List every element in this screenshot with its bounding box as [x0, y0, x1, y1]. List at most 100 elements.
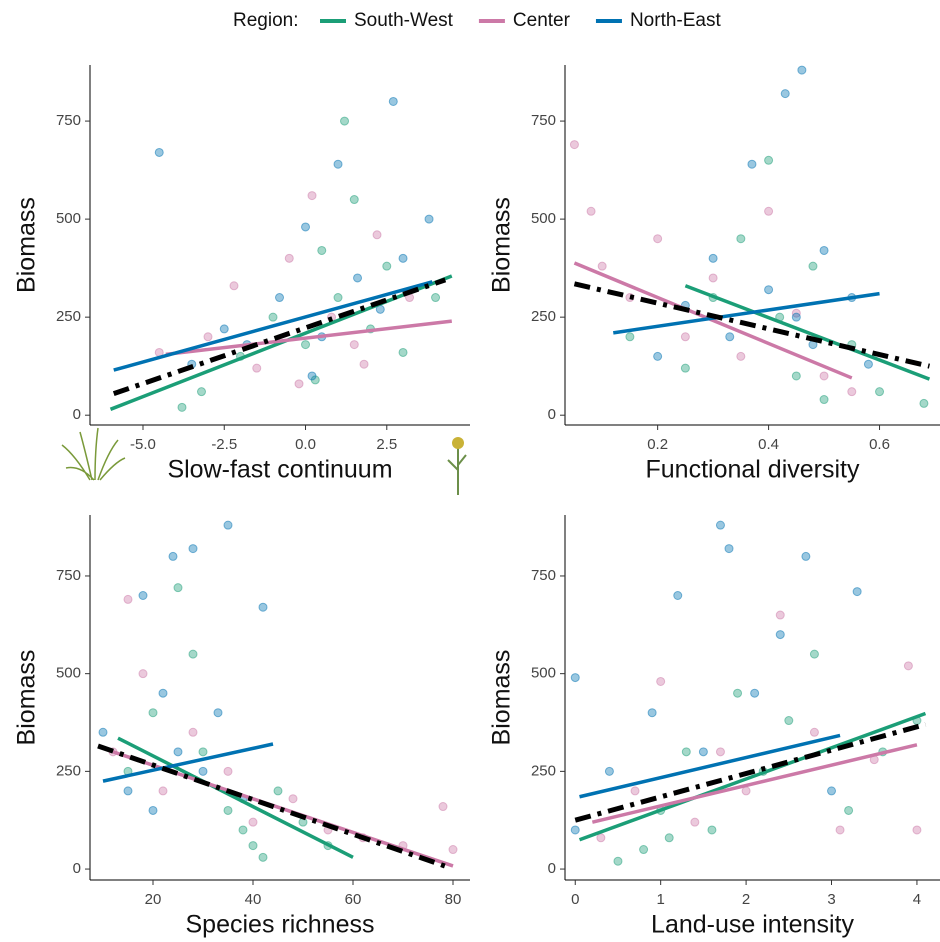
point — [223, 520, 233, 530]
point — [653, 234, 663, 244]
point — [301, 340, 311, 350]
point — [596, 833, 606, 843]
legend-label: Center — [513, 10, 571, 31]
point — [448, 845, 458, 855]
point — [852, 587, 862, 597]
overall-fit-line — [112, 277, 447, 396]
point — [919, 398, 929, 408]
point — [353, 273, 363, 283]
y-tick-label: 750 — [56, 112, 81, 129]
point — [764, 206, 774, 216]
point — [158, 786, 168, 796]
point — [912, 825, 922, 835]
point — [819, 395, 829, 405]
y-axis-label: Biomass — [488, 650, 516, 746]
point — [750, 688, 760, 698]
point — [359, 359, 369, 369]
point — [625, 332, 635, 342]
legend-label: North-East — [630, 10, 722, 31]
point — [138, 591, 148, 601]
y-tick-label: 750 — [531, 112, 556, 129]
x-tick-label: 0.0 — [295, 436, 316, 453]
x-tick-label: 1 — [657, 891, 665, 908]
x-axis-label: Land-use intensity — [651, 911, 854, 939]
point — [715, 520, 725, 530]
fit-line — [102, 742, 274, 783]
point — [639, 845, 649, 855]
y-tick-label: 0 — [548, 860, 556, 877]
point — [372, 230, 382, 240]
point — [203, 332, 213, 342]
point — [827, 786, 837, 796]
point — [724, 544, 734, 554]
x-axis-label: Slow-fast continuum — [167, 456, 392, 484]
point — [680, 332, 690, 342]
point — [809, 649, 819, 659]
point — [736, 234, 746, 244]
y-tick-label: 500 — [56, 210, 81, 227]
point — [604, 766, 614, 776]
point — [349, 195, 359, 205]
point — [736, 351, 746, 361]
point — [424, 214, 434, 224]
point — [431, 293, 441, 303]
x-tick-label: 2.5 — [376, 436, 397, 453]
point — [784, 716, 794, 726]
y-tick-label: 500 — [56, 665, 81, 682]
point — [177, 402, 187, 412]
point — [158, 688, 168, 698]
point — [819, 245, 829, 255]
point — [656, 676, 666, 686]
y-tick-label: 250 — [56, 762, 81, 779]
point — [698, 747, 708, 757]
point — [570, 673, 580, 683]
x-tick-label: -5.0 — [130, 436, 156, 453]
point — [570, 825, 580, 835]
point — [219, 324, 229, 334]
point — [188, 544, 198, 554]
point — [791, 312, 801, 322]
fit-line — [613, 291, 880, 335]
x-tick-label: -2.5 — [211, 436, 237, 453]
point — [258, 602, 268, 612]
fit-line — [573, 261, 853, 380]
point — [307, 371, 317, 381]
point — [148, 805, 158, 815]
point — [863, 359, 873, 369]
point — [223, 805, 233, 815]
x-tick-label: 0.4 — [758, 436, 779, 453]
point — [98, 727, 108, 737]
point — [708, 273, 718, 283]
fit-line — [579, 733, 841, 799]
point — [647, 708, 657, 718]
point — [733, 688, 743, 698]
point — [875, 387, 885, 397]
x-tick-label: 0.2 — [647, 436, 668, 453]
fit-line — [117, 736, 354, 859]
y-tick-label: 500 — [531, 210, 556, 227]
point — [835, 825, 845, 835]
point — [597, 261, 607, 271]
point — [223, 766, 233, 776]
y-tick-label: 250 — [531, 762, 556, 779]
y-tick-label: 250 — [531, 308, 556, 325]
point — [198, 766, 208, 776]
point — [333, 159, 343, 169]
legend-label: South-West — [354, 10, 454, 31]
point — [653, 351, 663, 361]
flower-icon — [447, 437, 467, 495]
y-axis-label: Biomass — [13, 197, 41, 293]
point — [398, 253, 408, 263]
point — [248, 817, 258, 827]
fit-line — [684, 284, 931, 381]
point — [708, 253, 718, 263]
x-tick-label: 80 — [445, 891, 462, 908]
point — [801, 551, 811, 561]
point — [791, 371, 801, 381]
point — [847, 387, 857, 397]
point — [398, 347, 408, 357]
point — [275, 293, 285, 303]
y-tick-label: 750 — [56, 567, 81, 584]
point — [775, 630, 785, 640]
overall-fit-line — [573, 281, 931, 369]
